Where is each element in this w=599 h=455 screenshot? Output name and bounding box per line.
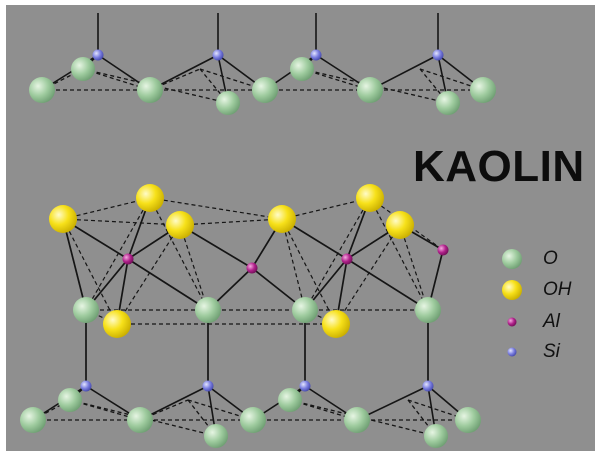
oxygen-atom (71, 57, 95, 81)
silicon-atom (310, 49, 322, 61)
oxygen-atom (252, 77, 278, 103)
hydroxyl-group (166, 211, 194, 239)
oxygen-atom (137, 77, 163, 103)
upper-silicon-atoms (92, 49, 444, 61)
aluminium-atom (437, 244, 449, 256)
aluminium-atom (341, 253, 353, 265)
silicon-atom (202, 380, 214, 392)
oxygen-atom (204, 424, 228, 448)
legend-label-oxygen: O (543, 248, 558, 269)
oxygen-atom (470, 77, 496, 103)
oxygen-atom (216, 91, 240, 115)
silicon-atom (299, 380, 311, 392)
hydroxyl-groups (49, 184, 414, 338)
oxygen-atom (436, 91, 460, 115)
oxygen-atom (73, 297, 99, 323)
silicon-atom (80, 380, 92, 392)
oxygen-atom (29, 77, 55, 103)
octahedral-oxygen-atoms (73, 297, 441, 323)
upper-silica-tetrahedral-layer (29, 13, 496, 115)
legend-aluminium-swatch (507, 317, 517, 327)
diagram-title: KAOLIN (413, 142, 585, 191)
aluminium-atom (122, 253, 134, 265)
oxygen-atom (344, 407, 370, 433)
oxygen-atom (290, 57, 314, 81)
hydroxyl-group (268, 205, 296, 233)
oxygen-atom (415, 297, 441, 323)
hydroxyl-group (49, 205, 77, 233)
aluminium-atoms (122, 244, 449, 274)
hydroxyl-group (356, 184, 384, 212)
oxygen-atom (58, 388, 82, 412)
oxygen-atom (195, 297, 221, 323)
hydroxyl-group (386, 211, 414, 239)
oxygen-atom (424, 424, 448, 448)
oxygen-atom (357, 77, 383, 103)
hydroxyl-group (136, 184, 164, 212)
legend-label-aluminium: Al (543, 311, 560, 332)
lower-silicon-atoms (80, 380, 434, 392)
oxygen-atom (278, 388, 302, 412)
oxygen-atom (127, 407, 153, 433)
silicon-atom (432, 49, 444, 61)
legend-oxygen-swatch (502, 249, 522, 269)
hydroxyl-group (103, 310, 131, 338)
legend-hydroxyl-swatch (502, 280, 522, 300)
lower-oxygen-atoms (20, 388, 481, 448)
silicon-atom (422, 380, 434, 392)
lower-silica-tetrahedral-layer (20, 380, 481, 448)
oxygen-atom (292, 297, 318, 323)
legend-symbols (502, 249, 522, 357)
legend-label-hydroxyl: OH (543, 279, 572, 300)
oxygen-atom (455, 407, 481, 433)
kaolinite-layer (49, 184, 449, 386)
oxygen-atom (20, 407, 46, 433)
upper-oxygen-atoms (29, 57, 496, 115)
aluminium-atom (246, 262, 258, 274)
oxygen-atom (240, 407, 266, 433)
hydroxyl-group (322, 310, 350, 338)
legend-silicon-swatch (507, 347, 517, 357)
silicon-atom (92, 49, 104, 61)
legend-label-silicon: Si (543, 341, 560, 362)
silicon-atom (212, 49, 224, 61)
